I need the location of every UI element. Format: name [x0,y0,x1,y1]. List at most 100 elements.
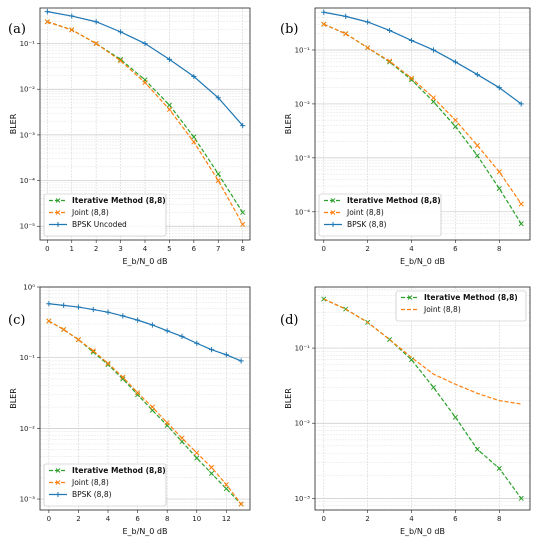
legend-label: BPSK Uncoded [72,220,127,229]
y-axis-label: BLER [9,388,18,409]
x-tick-label: 4 [143,245,148,253]
data-point [120,313,125,318]
x-tick-label: 2 [365,245,369,253]
data-point [69,13,74,18]
x-axis-label: E_b/N_0 dB [122,527,167,536]
data-point [165,421,169,425]
x-tick-label: 10 [192,515,201,523]
legend: Iterative Method (8,8)Joint (8,8)BPSK Un… [44,194,166,236]
data-point [216,172,220,176]
data-point [497,466,501,470]
data-point [365,46,369,50]
y-tick-label: 10⁻² [20,425,36,433]
data-point [431,47,436,52]
data-point [179,334,184,339]
data-point [105,310,110,315]
panel-label: (b) [280,22,298,37]
chart-panel-3: 0 2 4 6 8 10 12 10⁻³ 10⁻² 10⁻¹ 10⁰ E_b/N_0 dB BLER (c… [8,284,250,537]
y-axis-label: BLER [284,388,293,409]
data-point [209,347,214,352]
data-point [180,436,184,440]
data-point [150,322,155,327]
y-tick-label: 10⁻² [295,100,311,108]
data-point [91,307,96,312]
data-point [209,465,213,469]
data-point [387,28,392,33]
data-point [165,328,170,333]
x-tick-label: 2 [94,245,98,253]
y-tick-label: 10⁻³ [20,131,36,139]
x-axis-label: E_b/N_0 dB [400,257,445,266]
x-tick-label: 2 [76,515,80,523]
y-tick-label: 10⁰ [23,284,35,292]
legend-label: Joint (8,8) [346,208,384,217]
legend: Iterative Method (8,8) Joint (8,8) [396,291,526,321]
data-point [61,327,65,331]
y-tick-label: 10⁻¹ [295,345,311,353]
x-tick-label: 8 [497,515,501,523]
x-tick-label: 6 [453,515,458,523]
legend-label: Iterative Method (8,8) [424,293,518,302]
series-line [324,299,521,498]
legend-label: BPSK (8,8) [72,490,112,499]
legend-label: Iterative Method (8,8) [72,466,166,475]
x-tick-label: 12 [222,515,231,523]
y-tick-label: 10⁻¹ [20,354,36,362]
data-point [344,32,348,36]
x-tick-label: 4 [409,245,414,253]
x-tick-label: 0 [45,245,49,253]
data-point [46,301,51,306]
data-point [195,451,199,455]
data-point [150,405,154,409]
data-point [475,72,480,77]
y-tick-label: 10⁻¹ [20,40,36,48]
panel-label: (c) [8,313,25,328]
data-point [94,19,99,24]
series-3 [46,301,243,363]
data-point [343,14,348,19]
y-tick-label: 10⁻⁵ [20,223,36,231]
data-point [47,319,51,323]
x-axis-label: E_b/N_0 dB [122,257,167,266]
chart-panel-4: 0 2 4 6 810⁻³10⁻²10⁻¹E_b/N_0 dBBLER(d)Iterat… [280,287,530,536]
data-point [321,10,326,15]
x-tick-label: 8 [497,245,501,253]
data-point [365,19,370,24]
y-tick-label: 10⁻⁴ [295,208,311,216]
data-point [475,447,479,451]
x-tick-label: 0 [322,515,326,523]
y-axis-label: BLER [284,113,293,134]
x-tick-label: 6 [192,245,197,253]
x-tick-label: 1 [70,245,74,253]
x-tick-label: 2 [365,515,369,523]
x-tick-label: 0 [322,245,326,253]
legend: Iterative Method (8,8) Joint (8,8) BPSK (8… [44,464,166,506]
y-tick-label: 10⁻² [20,86,36,94]
y-tick-label: 10⁻³ [295,154,311,162]
x-tick-label: 8 [240,245,244,253]
data-point [224,352,229,357]
x-tick-label: 0 [47,515,51,523]
data-point [453,59,458,64]
data-point [409,38,414,43]
panel-label: (a) [8,22,26,37]
y-tick-label: 10⁻² [295,420,311,428]
chart-panel-1: 0 1 2 3 4 5 6 7 810⁻⁵10⁻⁴10⁻³10⁻²10⁻¹E_b/N_0 dBB… [8,8,250,266]
x-tick-label: 6 [135,515,140,523]
legend-label: Iterative Method (8,8) [72,196,166,205]
y-tick-label: 10⁻³ [20,496,36,504]
y-axis-label: BLER [9,113,18,134]
x-tick-label: 7 [216,245,220,253]
data-point [167,103,171,107]
legend-label: Joint (8,8) [423,305,461,314]
legend-label: Joint (8,8) [71,478,109,487]
x-tick-label: 6 [453,245,458,253]
data-point [61,303,66,308]
y-tick-label: 10⁻¹ [295,46,311,54]
x-tick-label: 3 [118,245,122,253]
x-tick-label: 5 [167,245,171,253]
x-tick-label: 8 [165,515,169,523]
data-point [475,143,479,147]
panel-label: (d) [280,313,298,328]
legend-label: BPSK (8,8) [347,220,387,229]
